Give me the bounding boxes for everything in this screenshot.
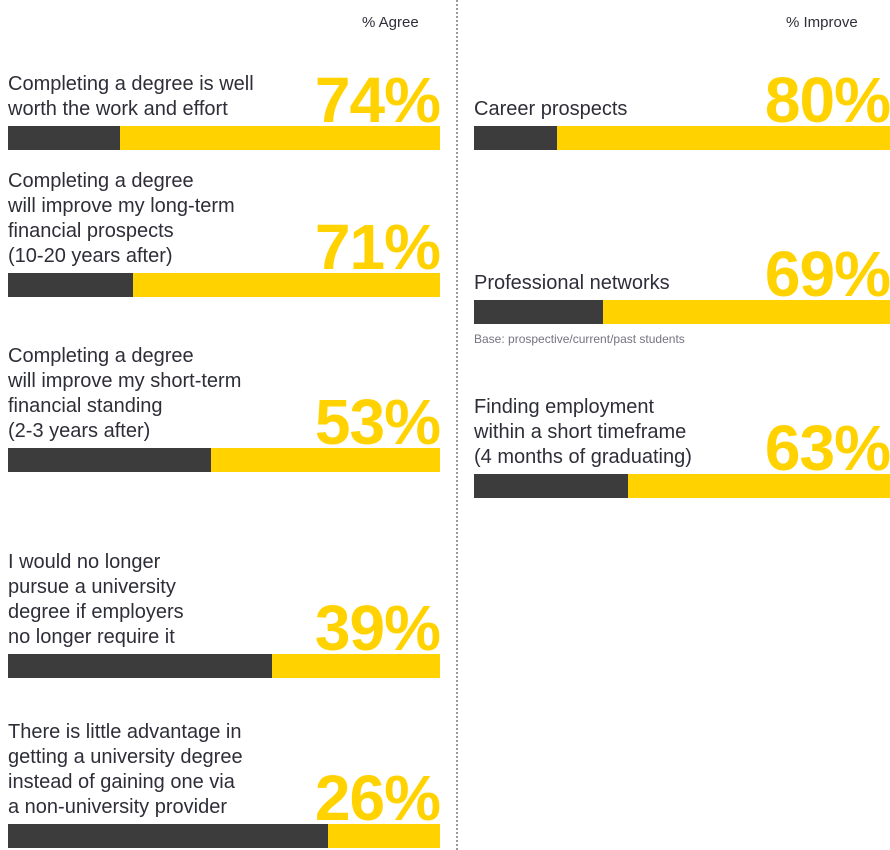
bar-label: Completing a degree will improve my long-…: [8, 169, 235, 269]
percentage-bar: [8, 824, 440, 848]
percentage-bar: [8, 273, 440, 297]
bar-label: Completing a degree is well worth the wor…: [8, 72, 254, 122]
percentage-bar: [474, 474, 890, 498]
bar-item: Professional networks 69%: [474, 184, 890, 324]
bar-label-line: Finding employment: [474, 396, 655, 418]
bar-item: I would no longer pursue a university degr…: [8, 538, 441, 678]
bar-label: There is little advantage in getting a un…: [8, 720, 243, 820]
percentage-value: 53%: [314, 386, 441, 458]
bar-label-line: There is little advantage in: [8, 721, 242, 743]
bar-label: Finding employment within a short timefra…: [474, 395, 692, 470]
bar-label-line: financial standing: [8, 395, 163, 417]
bar-label-line: financial prospects: [8, 220, 174, 242]
bar-label-line: getting a university degree: [8, 746, 243, 768]
percentage-value: 63%: [764, 412, 890, 484]
base-footnote: Base: prospective/current/past students: [474, 332, 685, 346]
bar-item: Completing a degree is well worth the wor…: [8, 10, 441, 150]
percentage-value: 39%: [314, 592, 441, 664]
bar-remainder: [474, 300, 603, 324]
bar-label-line: (10-20 years after): [8, 245, 173, 267]
bar-label-line: instead of gaining one via: [8, 771, 235, 793]
percentage-value: 26%: [314, 762, 441, 834]
bar-label-line: Completing a degree is well: [8, 73, 254, 95]
bar-label-line: Completing a degree: [8, 345, 194, 367]
bar-remainder: [8, 824, 328, 848]
bar-label-line: (4 months of graduating): [474, 446, 692, 468]
bar-label: I would no longer pursue a university degr…: [8, 550, 184, 650]
bar-item: There is little advantage in getting a un…: [8, 708, 441, 848]
bar-remainder: [8, 273, 134, 297]
bar-label-line: a non-university provider: [8, 796, 227, 818]
percentage-bar: [474, 300, 890, 324]
improve-header: % Improve: [786, 14, 858, 31]
percentage-value: 80%: [764, 64, 890, 136]
bar-label-line: no longer require it: [8, 626, 175, 648]
bar-remainder: [8, 126, 121, 150]
bar-label-line: will improve my short-term: [8, 370, 242, 392]
bar-label-line: Completing a degree: [8, 170, 194, 192]
percentage-bar: [8, 448, 440, 472]
percentage-bar: [8, 126, 440, 150]
bar-item: Completing a degree will improve my long-…: [8, 157, 441, 297]
percentage-value: 74%: [314, 64, 441, 136]
percentage-value: 71%: [314, 211, 441, 283]
bar-label-line: (2-3 years after): [8, 420, 151, 442]
bar-item: Finding employment within a short timefra…: [474, 358, 890, 498]
bar-label-line: degree if employers: [8, 601, 184, 623]
bar-label: Completing a degree will improve my short…: [8, 344, 241, 444]
bar-remainder: [8, 654, 272, 678]
bar-label-line: Professional networks: [474, 272, 670, 294]
bar-item: Completing a degree will improve my short…: [8, 332, 441, 472]
percentage-bar: [474, 126, 890, 150]
bar-label-line: pursue a university: [8, 576, 176, 598]
bar-label: Career prospects: [474, 97, 627, 122]
bar-remainder: [474, 474, 628, 498]
bar-label-line: worth the work and effort: [8, 98, 228, 120]
bar-remainder: [8, 448, 212, 472]
agree-header: % Agree: [362, 14, 419, 31]
percentage-bar: [8, 654, 440, 678]
bar-label-line: Career prospects: [474, 98, 628, 120]
bar-label: Professional networks: [474, 271, 670, 296]
bar-label-line: will improve my long-term: [8, 195, 235, 217]
bar-remainder: [474, 126, 558, 150]
bar-item: Career prospects 80%: [474, 10, 890, 150]
bar-label-line: within a short timeframe: [474, 421, 687, 443]
bar-label-line: I would no longer: [8, 551, 161, 573]
percentage-value: 69%: [764, 238, 890, 310]
column-divider: [456, 0, 458, 850]
